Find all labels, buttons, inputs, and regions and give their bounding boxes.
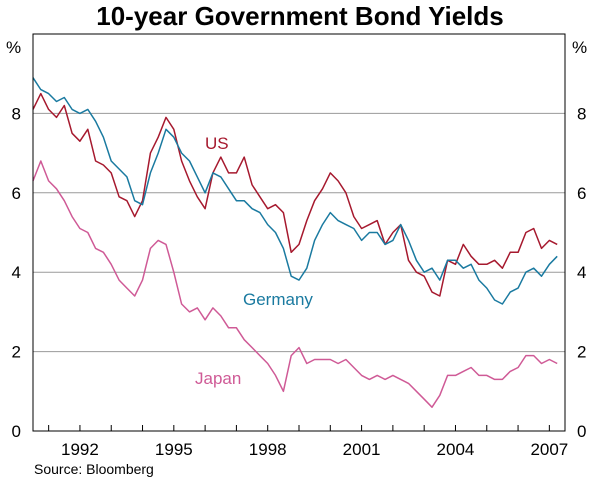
x-axis-ticks: 1992 1995 1998 2001 2004 2007 bbox=[48, 425, 568, 459]
y-tick-left-4: 4 bbox=[12, 263, 21, 282]
series-line-germany bbox=[32, 77, 558, 305]
series-lines bbox=[32, 77, 558, 408]
y-tick-right-6: 6 bbox=[577, 184, 586, 203]
x-tick-label-1998: 1998 bbox=[249, 440, 287, 459]
y-tick-right-8: 8 bbox=[577, 104, 586, 123]
plot-frame bbox=[32, 33, 566, 432]
chart-title: 10-year Government Bond Yields bbox=[96, 1, 503, 31]
series-label-us: US bbox=[205, 134, 229, 153]
y-tick-right-0: 0 bbox=[577, 422, 586, 441]
y-axis-ticks: 0 0 2 2 4 4 6 6 8 8 bbox=[12, 104, 587, 441]
x-tick-label-2004: 2004 bbox=[437, 440, 475, 459]
series-label-japan: Japan bbox=[195, 369, 241, 388]
y-tick-left-6: 6 bbox=[12, 184, 21, 203]
x-tick-label-1992: 1992 bbox=[61, 440, 99, 459]
x-tick-label-2001: 2001 bbox=[343, 440, 381, 459]
y-tick-left-0: 0 bbox=[12, 422, 21, 441]
series-line-us bbox=[32, 92, 558, 297]
y-tick-left-2: 2 bbox=[12, 343, 21, 362]
y-tick-right-4: 4 bbox=[577, 263, 586, 282]
y-axis-unit-right: % bbox=[572, 38, 587, 57]
y-axis-unit-left: % bbox=[6, 38, 21, 57]
x-tick-label-1995: 1995 bbox=[155, 440, 193, 459]
grid bbox=[33, 112, 565, 353]
y-tick-right-2: 2 bbox=[577, 343, 586, 362]
source-note: Source: Bloomberg bbox=[34, 461, 154, 477]
x-tick-label-2007: 2007 bbox=[530, 440, 568, 459]
series-line-japan bbox=[32, 160, 558, 408]
y-tick-left-8: 8 bbox=[12, 104, 21, 123]
series-label-germany: Germany bbox=[243, 290, 313, 309]
